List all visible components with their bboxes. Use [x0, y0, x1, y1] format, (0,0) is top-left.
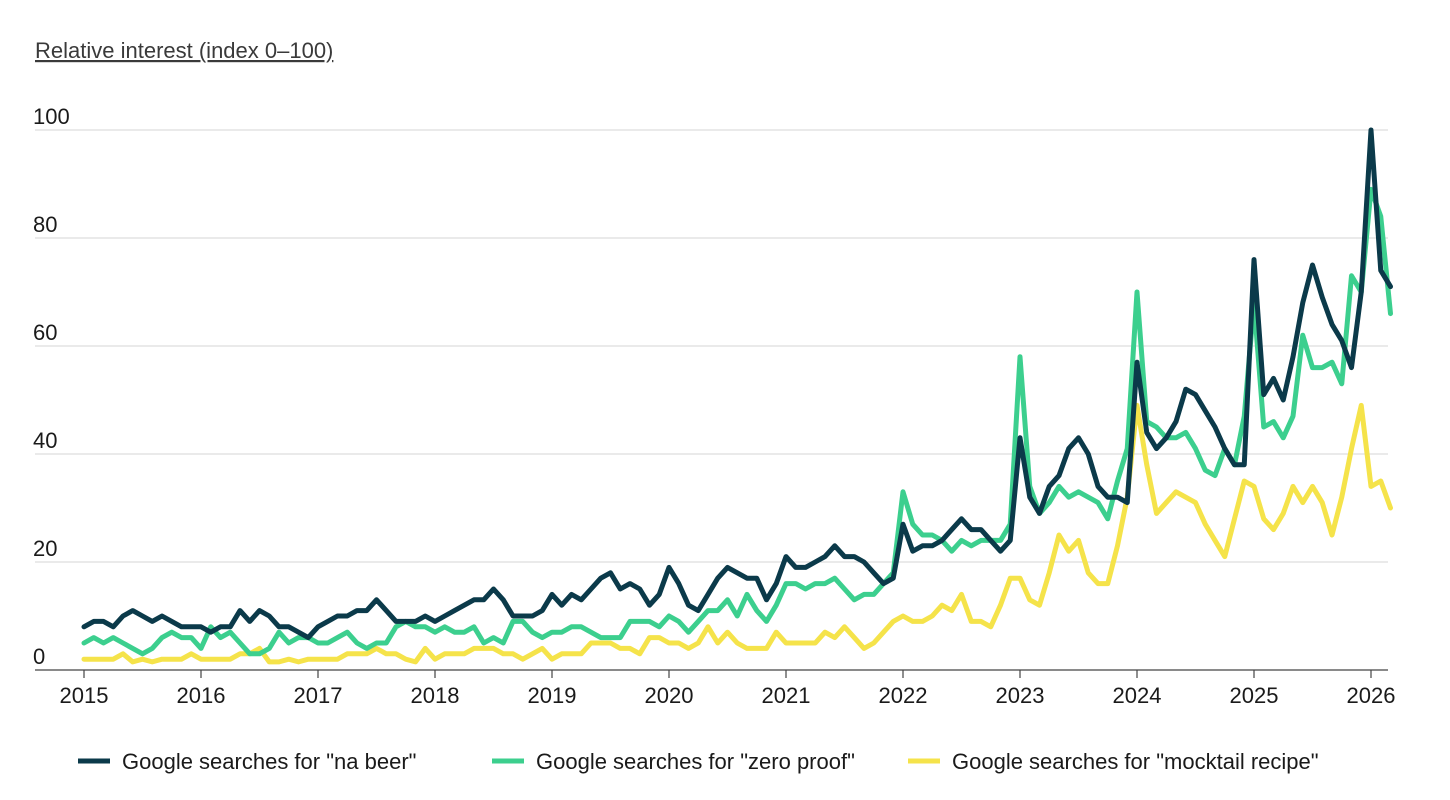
x-tick-label: 2017 [294, 683, 343, 708]
x-tick-label: 2018 [411, 683, 460, 708]
y-tick-label: 0 [33, 644, 45, 669]
gridlines [35, 129, 1388, 563]
x-tick-label: 2015 [60, 683, 109, 708]
legend: Google searches for "na beer" Google sear… [78, 749, 1319, 774]
y-axis-ticks: 0 20 40 60 80 100 [33, 104, 70, 669]
x-tick-label: 2025 [1230, 683, 1279, 708]
y-tick-label: 60 [33, 320, 57, 345]
y-axis-title: Relative interest (index 0–100) [35, 38, 333, 63]
x-tick-label: 2023 [996, 683, 1045, 708]
series-line-2 [81, 186, 1393, 657]
legend-label-3: Google searches for "mocktail recipe" [952, 749, 1319, 774]
y-tick-label: 40 [33, 428, 57, 453]
x-tick-label: 2024 [1113, 683, 1162, 708]
legend-label-2: Google searches for "zero proof" [536, 749, 855, 774]
x-tick-label: 2026 [1347, 683, 1396, 708]
series-line-3 [81, 402, 1393, 665]
x-tick-label: 2019 [528, 683, 577, 708]
y-tick-label: 80 [33, 212, 57, 237]
legend-label-1: Google searches for "na beer" [122, 749, 416, 774]
x-tick-label: 2021 [762, 683, 811, 708]
y-tick-label: 20 [33, 536, 57, 561]
y-tick-label: 100 [33, 104, 70, 129]
x-tick-label: 2020 [645, 683, 694, 708]
x-tick-label: 2022 [879, 683, 928, 708]
series-lines [81, 127, 1393, 665]
x-tick-label: 2016 [177, 683, 226, 708]
series-line-1 [81, 127, 1393, 641]
x-axis-ticks: 2015 2016 2017 2018 2019 2020 2021 2022 2023 2024… [60, 670, 1396, 708]
